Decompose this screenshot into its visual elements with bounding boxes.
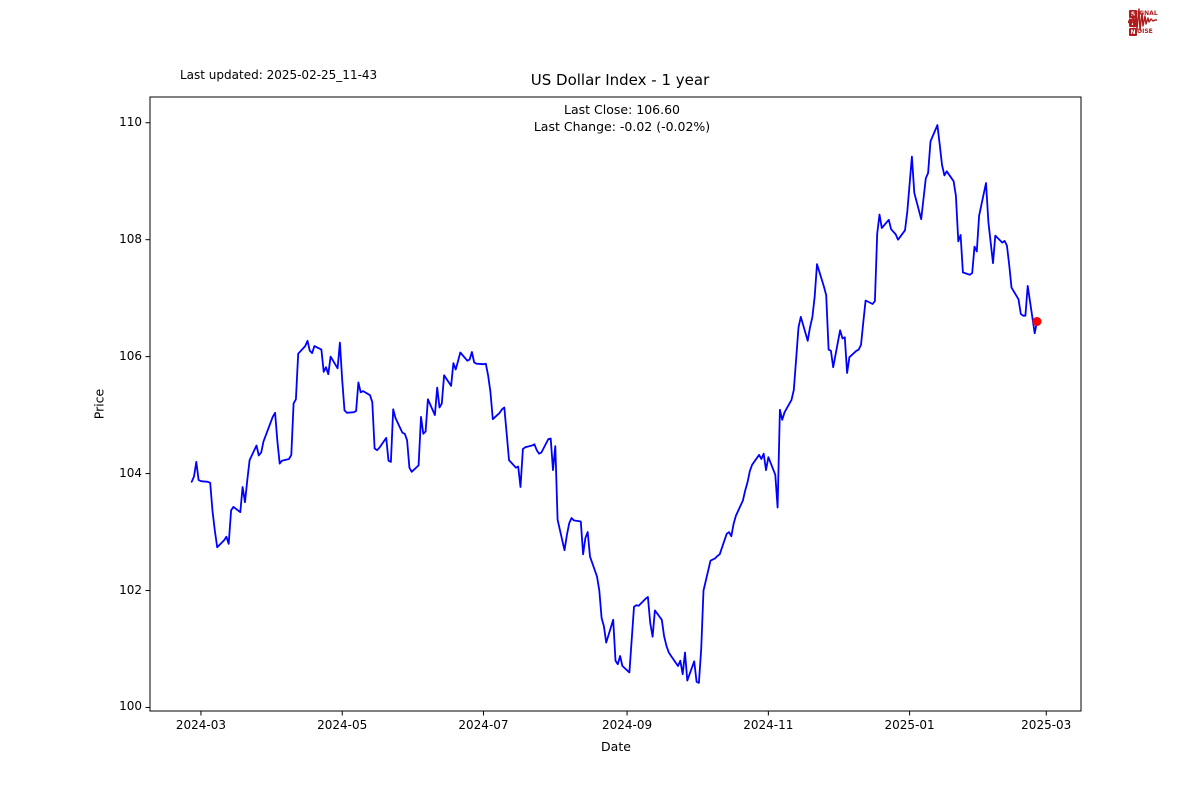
price-line [190,124,1038,684]
axes-frame [149,96,1082,712]
y-tick-label-100: 100 [119,699,142,714]
logo-word-noise: N OISE [1129,28,1153,36]
x-tick-label-2024-03: 2024-03 [175,718,226,732]
y-tick-label-108: 108 [119,231,142,246]
logo-letter-n: N [1129,28,1137,36]
signal2noise-logo: S IGNAL 2 N OISE [1128,4,1192,42]
y-tick-label-102: 102 [119,582,142,597]
annotation-last-close: Last Close: 106.60 [564,102,680,117]
chart-title: US Dollar Index - 1 year [530,71,710,89]
last-updated-text: Last updated: 2025-02-25_11-43 [180,68,378,82]
x-tick-label-2024-11: 2024-11 [743,718,794,732]
chart-annotation: Last Close: 106.60 Last Change: -0.02 (-… [534,101,710,135]
waveform-icon [1128,8,1157,31]
x-tick-label-2025-03: 2025-03 [1021,718,1072,732]
y-tick-label-110: 110 [119,114,142,129]
annotation-last-change: Last Change: -0.02 (-0.02%) [533,119,711,134]
logo-letter-s: S [1129,10,1137,18]
x-tick-label-2024-09: 2024-09 [602,718,653,732]
x-axis-label: Date [601,739,631,754]
y-tick-label-106: 106 [119,348,142,363]
last-close-marker [1032,317,1042,326]
x-tick-label-2024-05: 2024-05 [317,718,368,732]
logo-word-signal: S IGNAL [1129,10,1158,18]
x-tick-label-2024-07: 2024-07 [458,718,509,732]
y-tick-label-104: 104 [119,465,142,480]
x-tick-label-2025-01: 2025-01 [884,718,935,732]
